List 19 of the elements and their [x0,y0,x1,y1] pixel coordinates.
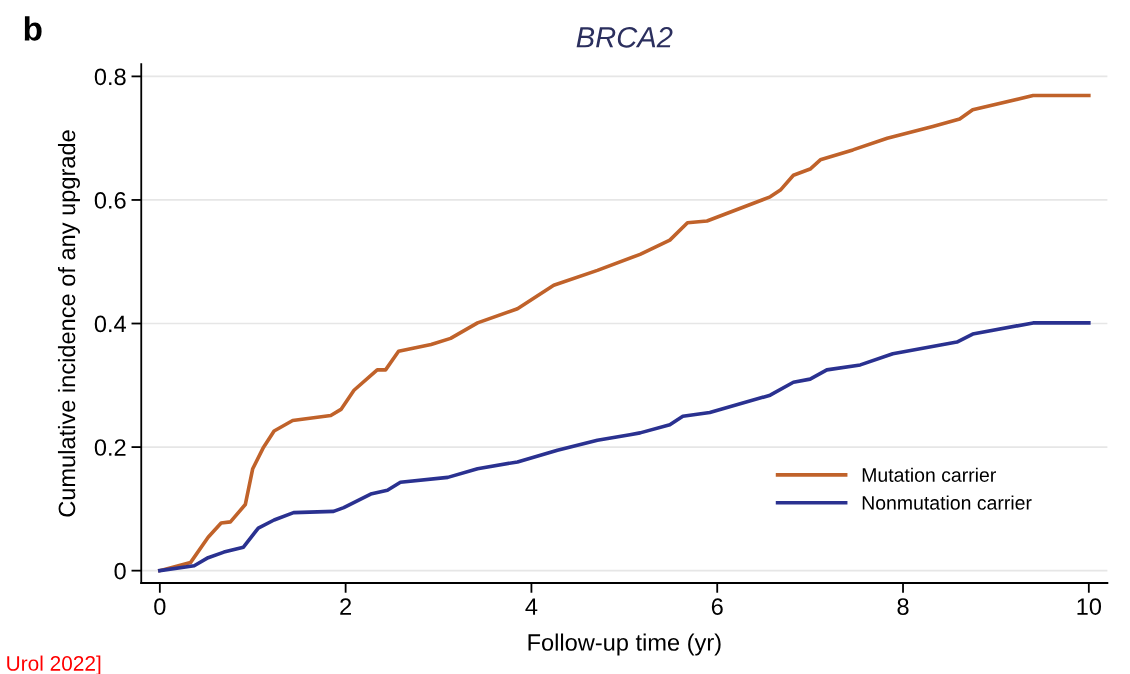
x-tick-label: 6 [711,598,723,615]
x-tick-label: 10 [1077,598,1102,615]
x-tick-label: 8 [897,598,909,615]
x-tick-label: 2 [340,598,352,615]
y-tick-label: 0.6 [94,192,126,209]
line-series [158,321,1091,573]
y-tick-label: 0.2 [94,439,126,456]
x-tick-label: 0 [154,598,166,615]
y-tick-label: 0.8 [94,68,126,86]
y-tick-label: 0.4 [94,315,126,333]
text: Urol 2022] [7,655,101,674]
chart-title: BRCA2 [576,27,673,48]
x-tick-label: 4 [525,598,538,615]
x-axis-title: Follow-up time (yr) [528,633,721,656]
y-tick-label: 0 [114,562,126,580]
legend-label: Nonmutation carrier [862,495,1032,510]
legend-label: Mutation carrier [862,467,996,482]
text: b [24,16,42,41]
y-axis-title: Cumulative incidence of any upgrade [57,130,80,517]
